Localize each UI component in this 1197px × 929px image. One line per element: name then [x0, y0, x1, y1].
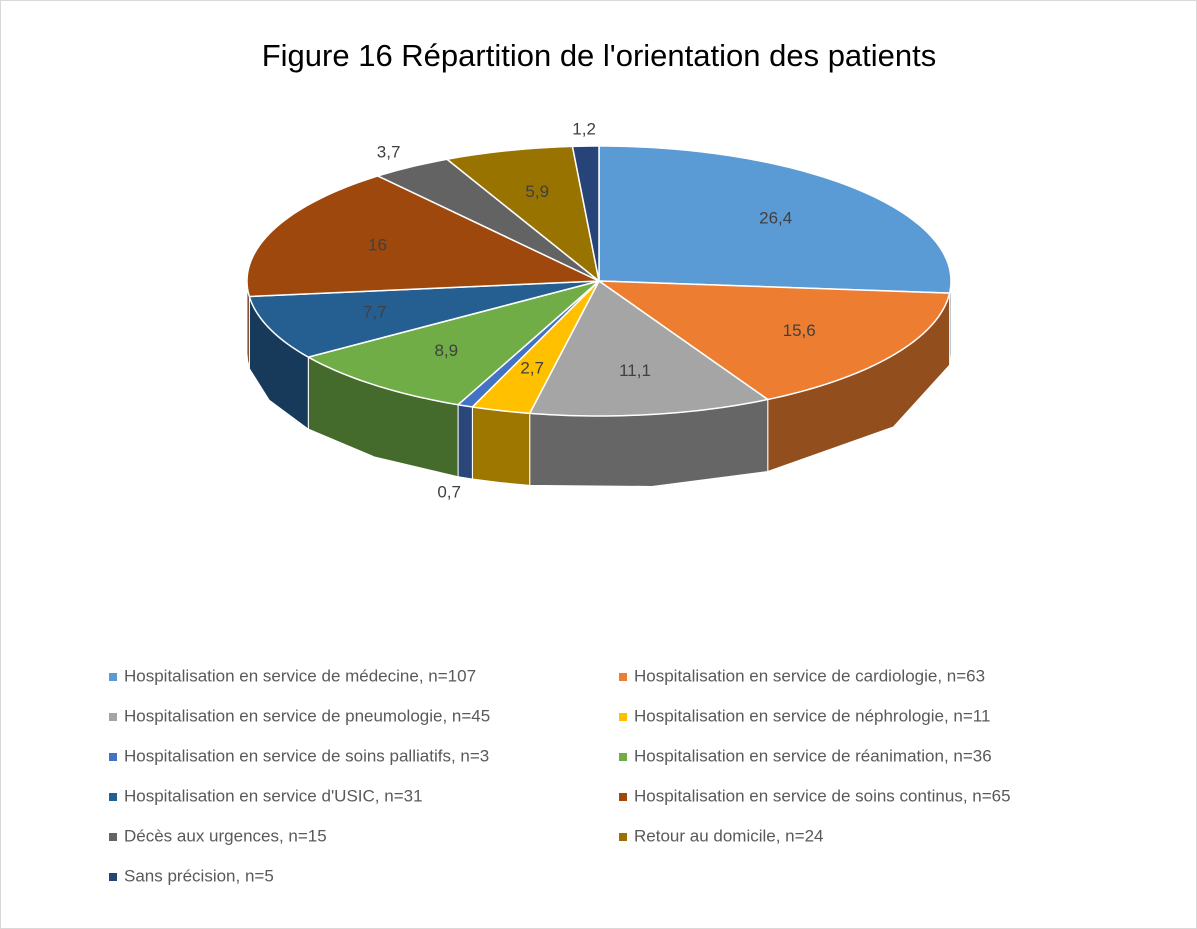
legend-item: Hospitalisation en service de soins pall…: [109, 746, 489, 765]
legend-item: Hospitalisation en service de réanimatio…: [619, 746, 992, 765]
data-label: 8,9: [434, 341, 458, 360]
pie-slice: [470, 280, 600, 486]
data-label: 7,7: [363, 303, 387, 322]
legend-text: Hospitalisation en service de néphrologi…: [634, 706, 990, 725]
pie-top: [470, 280, 600, 415]
legend-swatch: [619, 833, 627, 841]
legend-item: Hospitalisation en service de cardiologi…: [619, 666, 985, 685]
data-label: 0,7: [437, 482, 461, 501]
legend-text: Hospitalisation en service de cardiologi…: [634, 666, 985, 685]
legend-item: Décès aux urgences, n=15: [109, 826, 327, 845]
pie-side: [471, 406, 531, 486]
legend-swatch: [619, 713, 627, 721]
pie-top: [306, 280, 600, 406]
pie-top: [571, 145, 600, 282]
pie-top: [445, 145, 601, 283]
data-label: 1,2: [572, 119, 596, 138]
pie-slice: [306, 280, 600, 478]
pie-top: [528, 279, 770, 417]
pie-top: [246, 175, 600, 298]
legend-item: Hospitalisation en service de médecine, …: [109, 666, 476, 685]
legend-text: Hospitalisation en service de soins cont…: [634, 786, 1011, 805]
legend-swatch: [619, 753, 627, 761]
data-label: 16: [368, 236, 387, 255]
legend-swatch: [109, 753, 117, 761]
legend-item: Hospitalisation en service d'USIC, n=31: [109, 786, 423, 805]
data-label: 5,9: [525, 182, 549, 201]
legend-text: Hospitalisation en service de soins pall…: [124, 746, 489, 765]
legend-item: Sans précision, n=5: [109, 866, 274, 885]
pie-slice: [596, 280, 951, 473]
legend-text: Décès aux urgences, n=15: [124, 826, 327, 845]
legend-swatch: [109, 673, 117, 681]
legend-text: Hospitalisation en service d'USIC, n=31: [124, 786, 423, 805]
pie-slice: [375, 158, 600, 282]
pie-top: [596, 280, 951, 401]
legend-text: Retour au domicile, n=24: [634, 826, 823, 845]
pie-slice: [571, 145, 600, 282]
legend-swatch: [619, 793, 627, 801]
pie-side: [457, 404, 473, 480]
legend-swatch: [109, 873, 117, 881]
legend-text: Hospitalisation en service de réanimatio…: [634, 746, 992, 765]
legend-item: Hospitalisation en service de pneumologi…: [109, 706, 490, 725]
pie-slice: [445, 145, 601, 283]
data-label: 3,7: [377, 143, 401, 162]
pie-slice: [246, 175, 600, 369]
legend-text: Sans précision, n=5: [124, 866, 274, 885]
legend-item: Hospitalisation en service de soins cont…: [619, 786, 1011, 805]
pie-top: [248, 280, 600, 358]
chart-title: Figure 16 Répartition de l'orientation d…: [262, 38, 937, 73]
legend-swatch: [619, 673, 627, 681]
data-label: 15,6: [783, 321, 816, 340]
legend-swatch: [109, 713, 117, 721]
pie-top: [375, 158, 600, 282]
pie-slice: [248, 280, 600, 431]
data-label: 2,7: [520, 359, 544, 378]
legend-item: Retour au domicile, n=24: [619, 826, 823, 845]
pie-top: [598, 145, 952, 294]
legend-text: Hospitalisation en service de pneumologi…: [124, 706, 490, 725]
legend-swatch: [109, 793, 117, 801]
data-label: 26,4: [759, 209, 792, 228]
pie-slice: [528, 279, 770, 487]
legend-swatch: [109, 833, 117, 841]
legend-text: Hospitalisation en service de médecine, …: [124, 666, 476, 685]
data-label: 11,1: [619, 361, 651, 380]
legend-item: Hospitalisation en service de néphrologi…: [619, 706, 990, 725]
